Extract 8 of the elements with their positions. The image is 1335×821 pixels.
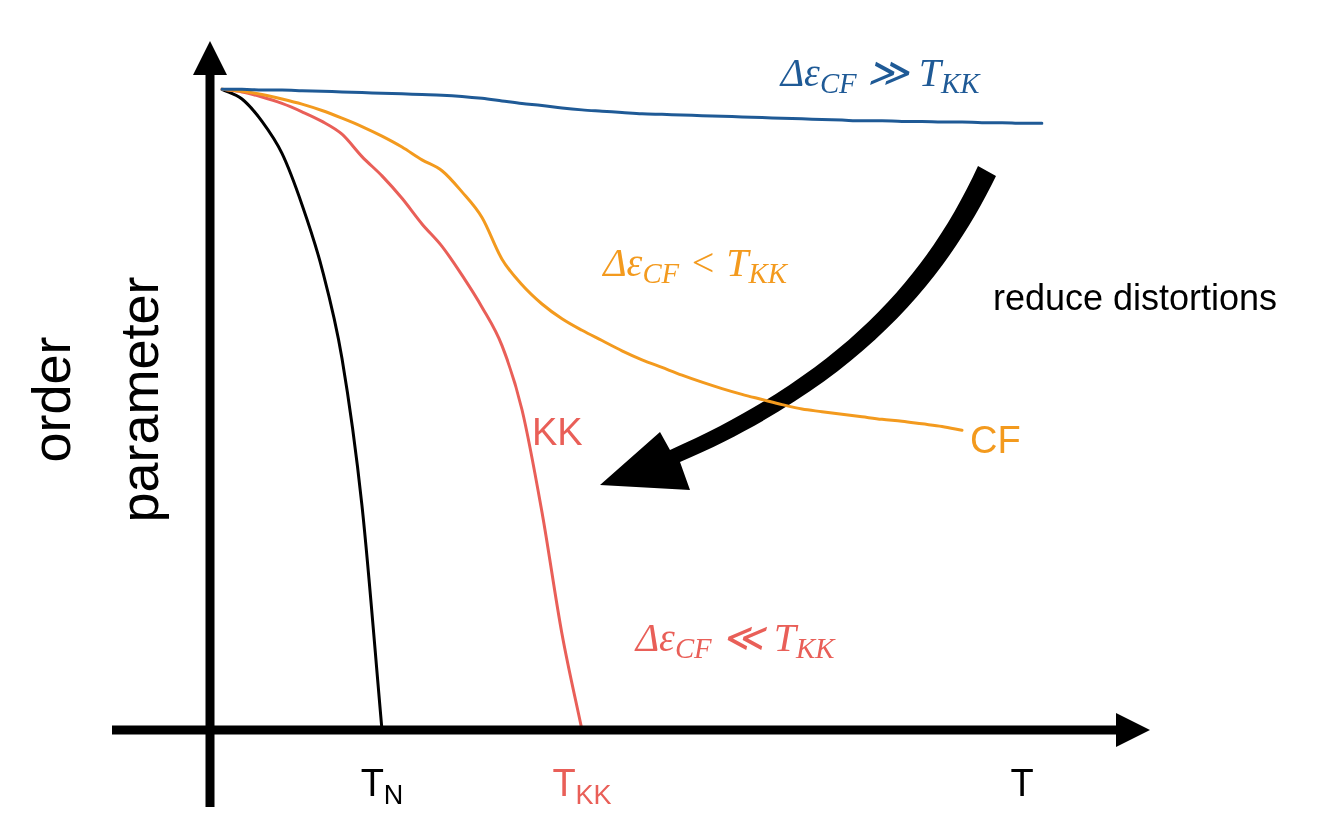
annotation: Δε$_{CF}$ < T$_{KK}$ xyxy=(603,239,787,289)
series-label: KK xyxy=(532,411,583,454)
y-axis-title: order parameter xyxy=(20,276,169,523)
annotation: Δε$_{CF}$ ≫ T$_{KK}$ xyxy=(780,49,980,99)
series-label: CF xyxy=(970,418,1021,461)
annotation: Δε$_{CF}$ ≪ T$_{KK}$ xyxy=(635,614,835,664)
annotation: reduce distortions xyxy=(992,277,1278,318)
x-tick-label: T xyxy=(1010,761,1034,804)
